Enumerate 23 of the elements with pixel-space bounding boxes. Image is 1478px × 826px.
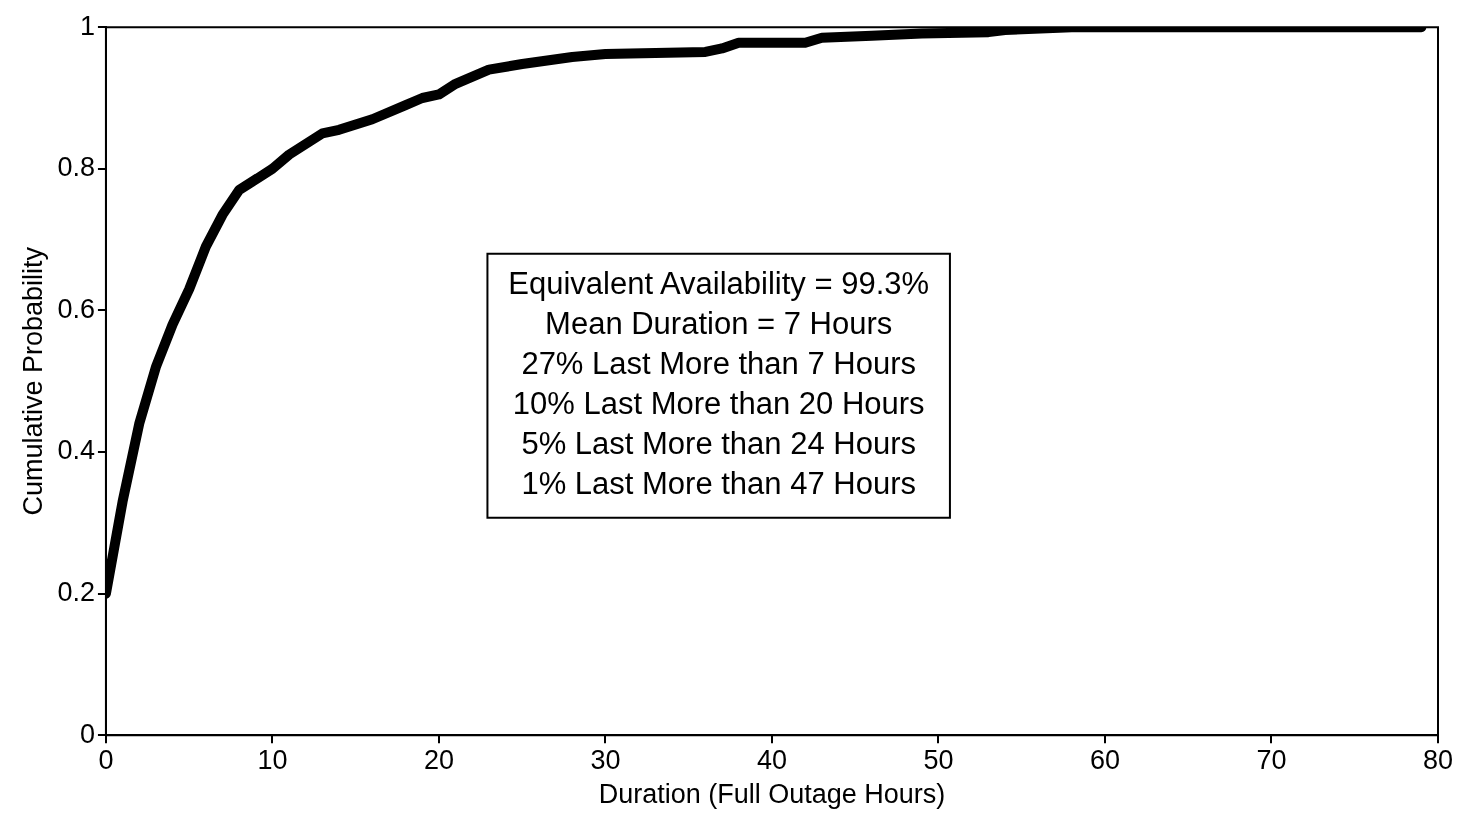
- annotation: 10% Last More than 20 Hours: [512, 386, 925, 422]
- x-tick-label: 40: [756, 744, 787, 775]
- annotation: 1% Last More than 47 Hours: [521, 466, 916, 502]
- annotation: 27% Last More than 7 Hours: [521, 346, 916, 382]
- y-axis-title: Cumulative Probability: [17, 246, 48, 516]
- x-tick-label: 50: [923, 744, 954, 775]
- x-tick-label: 0: [98, 744, 114, 775]
- y-tick-label: 1: [79, 10, 95, 41]
- annotation: Equivalent Availability = 99.3%: [508, 266, 930, 302]
- annotation: 5% Last More than 24 Hours: [521, 426, 916, 462]
- x-tick-label: 20: [423, 744, 454, 775]
- y-tick-label: 0.2: [57, 577, 95, 608]
- x-tick-label: 10: [257, 744, 288, 775]
- annotation: Mean Duration = 7 Hours: [545, 306, 893, 342]
- x-tick-label: 80: [1422, 744, 1454, 775]
- x-axis-title: Duration (Full Outage Hours): [598, 779, 946, 810]
- x-tick-label: 60: [1089, 744, 1121, 775]
- x-tick-label: 30: [590, 744, 621, 775]
- y-tick-label: 0.6: [57, 293, 95, 324]
- y-tick-label: 0.4: [57, 435, 95, 466]
- y-tick-label: 0: [79, 718, 95, 749]
- y-tick-label: 0.8: [57, 152, 95, 183]
- x-tick-label: 70: [1256, 744, 1287, 775]
